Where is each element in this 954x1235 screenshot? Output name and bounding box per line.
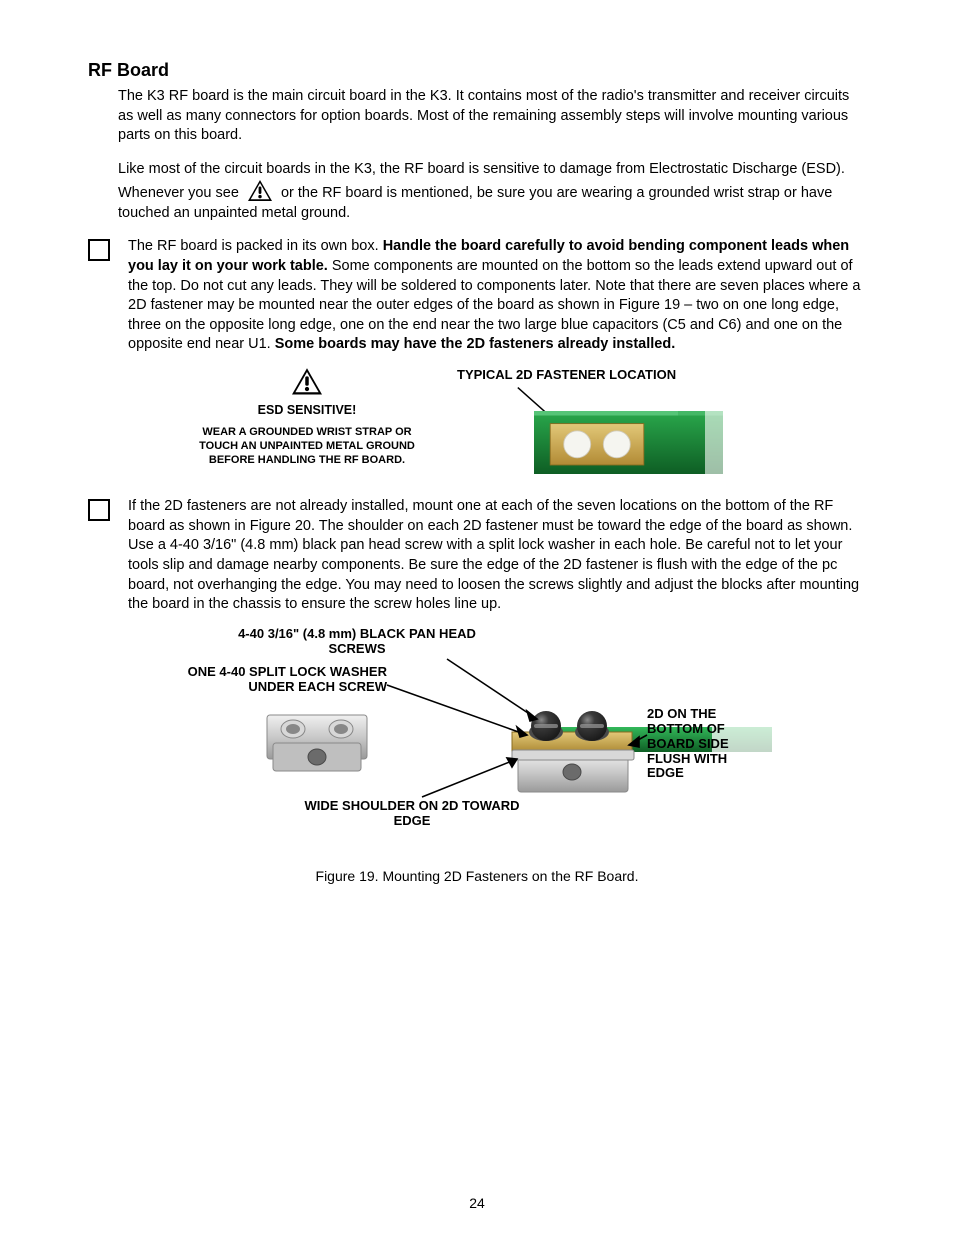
- esd-block: ESD SENSITIVE! WEAR A GROUNDED WRIST STR…: [197, 367, 417, 468]
- fig19-label-right: 2D ON THE BOTTOM OF BOARD SIDE FLUSH WIT…: [647, 707, 767, 782]
- warning-icon: [247, 179, 273, 203]
- fig19-label-left: ONE 4-40 SPLIT LOCK WASHER UNDER EACH SC…: [167, 665, 387, 695]
- task-item: The RF board is packed in its own box. H…: [88, 237, 866, 354]
- figure-caption: Figure 19. Mounting 2D Fasteners on the …: [88, 868, 866, 884]
- figure-row: ESD SENSITIVE! WEAR A GROUNDED WRIST STR…: [88, 367, 866, 480]
- typical-location-block: TYPICAL 2D FASTENER LOCATION: [457, 367, 757, 480]
- caution-paragraph: Like most of the circuit boards in the K…: [118, 160, 866, 224]
- esd-body: WEAR A GROUNDED WRIST STRAP OR TOUCH AN …: [197, 426, 417, 467]
- task1-strong2: Some boards may have the 2D fasteners al…: [275, 336, 676, 352]
- page-heading: RF Board: [88, 60, 866, 81]
- intro-paragraph: The K3 RF board is the main circuit boar…: [118, 87, 866, 146]
- task-text: The RF board is packed in its own box. H…: [128, 237, 866, 354]
- figure-19: 4-40 3/16" (4.8 mm) BLACK PAN HEAD SCREW…: [177, 627, 777, 862]
- pcb-corner-image: [457, 384, 737, 474]
- fig19-label-bottom: WIDE SHOULDER ON 2D TOWARD EDGE: [302, 799, 522, 829]
- page-number: 24: [0, 1195, 954, 1211]
- warning-icon: [290, 367, 324, 397]
- task-checkbox[interactable]: [88, 499, 110, 521]
- task1-part1: The RF board is packed in its own box.: [128, 238, 383, 254]
- task-checkbox[interactable]: [88, 239, 110, 261]
- task-item: If the 2D fasteners are not already inst…: [88, 497, 866, 614]
- fig19-label-top: 4-40 3/16" (4.8 mm) BLACK PAN HEAD SCREW…: [237, 627, 477, 657]
- task-text: If the 2D fasteners are not already inst…: [128, 497, 866, 614]
- typical-location-label: TYPICAL 2D FASTENER LOCATION: [457, 367, 757, 383]
- esd-title: ESD SENSITIVE!: [197, 403, 417, 419]
